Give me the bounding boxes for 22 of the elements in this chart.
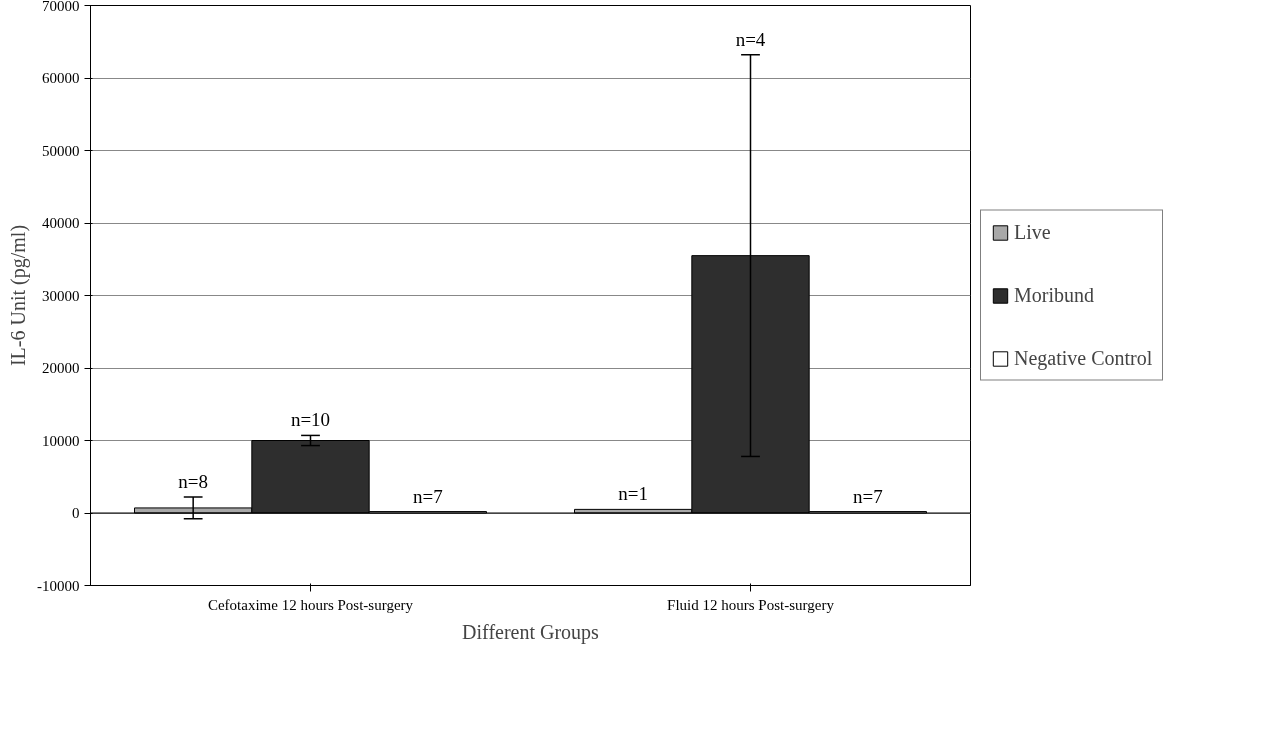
y-tick-label: 40000 (42, 215, 80, 231)
y-tick-label: 0 (72, 505, 80, 521)
x-axis-title: Different Groups (462, 620, 600, 644)
annotation: n=7 (852, 485, 883, 507)
annotation: n=7 (412, 485, 443, 507)
y-tick-label: 50000 (42, 142, 80, 159)
annotation: n=8 (178, 471, 209, 493)
y-tick-label: 60000 (42, 70, 80, 86)
annotation: n=4 (735, 28, 766, 50)
y-tick-label: -10000 (37, 577, 80, 594)
x-tick-label: Fluid 12 hours Post-surgery (667, 596, 835, 613)
y-tick-label: 30000 (42, 287, 80, 304)
annotation: n=10 (290, 409, 331, 431)
legend-label: Negative Control (1014, 346, 1153, 370)
annotation: n=1 (618, 483, 649, 505)
y-tick-label: 20000 (42, 360, 80, 376)
y-tick-label: 70000 (42, 0, 80, 14)
y-axis-title: IL-6 Unit (pg/ml) (7, 224, 30, 367)
x-tick-label: Cefotaxime 12 hours Post-surgery (207, 596, 414, 613)
legend-label: Moribund (1014, 283, 1094, 307)
y-tick-label: 10000 (42, 432, 80, 449)
legend-label: Live (1014, 220, 1051, 244)
